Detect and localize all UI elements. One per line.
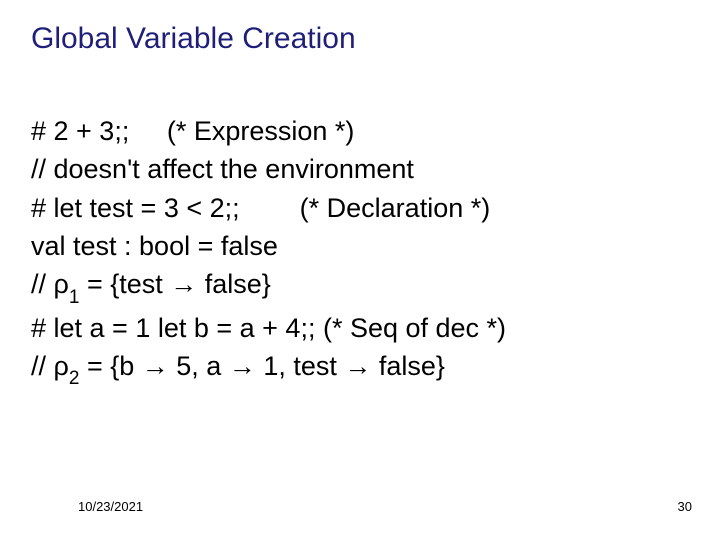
slide-title: Global Variable Creation (31, 22, 356, 56)
slide-body: # 2 + 3;; (* Expression *) // doesn't af… (31, 112, 691, 390)
code-text: = {b (79, 351, 141, 381)
footer-page-number: 30 (678, 499, 692, 514)
code-text: false} (197, 269, 271, 299)
code-text: // doesn't affect the environment (31, 154, 414, 184)
subscript: 2 (69, 368, 80, 389)
code-comment: (* Expression *) (167, 116, 355, 146)
slide: Global Variable Creation # 2 + 3;; (* Ex… (0, 0, 720, 540)
code-comment: (* Declaration *) (300, 193, 491, 223)
arrow-symbol: → (344, 351, 371, 381)
code-text: # let a = 1 let b = a + 4;; (* Seq of de… (31, 313, 506, 343)
code-text: = {test (79, 269, 170, 299)
rho-symbol: ρ (54, 351, 69, 381)
code-text: 1, test (256, 351, 345, 381)
code-text: val test : bool = false (31, 231, 278, 261)
code-line-2: // doesn't affect the environment (31, 150, 691, 188)
code-text: # 2 + 3;; (31, 116, 129, 146)
rho-symbol: ρ (54, 269, 69, 299)
code-line-1: # 2 + 3;; (* Expression *) (31, 112, 691, 150)
code-line-6: # let a = 1 let b = a + 4;; (* Seq of de… (31, 309, 691, 347)
code-text: 5, a (169, 351, 229, 381)
code-text: # let test = 3 < 2;; (31, 193, 240, 223)
code-text: // (31, 351, 54, 381)
code-line-4: val test : bool = false (31, 227, 691, 265)
arrow-symbol: → (229, 351, 256, 381)
footer-date: 10/23/2021 (78, 499, 143, 514)
code-line-7: // ρ2 = {b → 5, a → 1, test → false} (31, 347, 691, 390)
arrow-symbol: → (142, 351, 169, 381)
code-line-3: # let test = 3 < 2;; (* Declaration *) (31, 189, 691, 227)
code-line-5: // ρ1 = {test → false} (31, 265, 691, 308)
subscript: 1 (69, 287, 80, 308)
code-text: false} (371, 351, 445, 381)
arrow-symbol: → (170, 269, 197, 299)
code-text: // (31, 269, 54, 299)
